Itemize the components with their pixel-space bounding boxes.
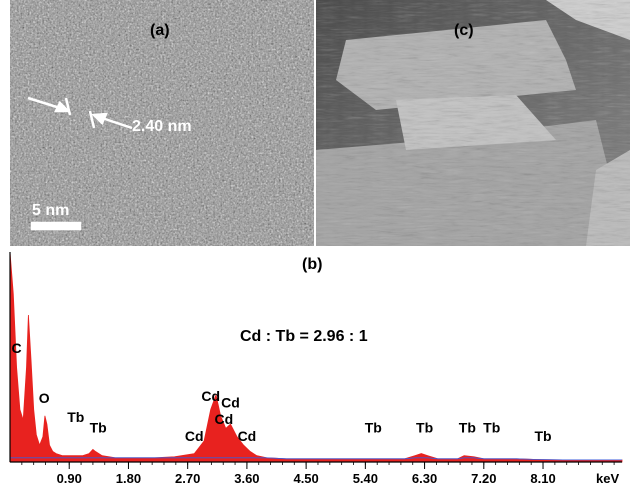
panel-c-label: (c) xyxy=(454,22,474,39)
panel-a-label: (a) xyxy=(150,22,170,39)
x-tick-label: 8.10 xyxy=(530,471,555,486)
x-tick-label: 2.70 xyxy=(175,471,200,486)
tem-image-panel: (a) 2.40 nm 5 nm xyxy=(10,0,314,246)
peak-label: O xyxy=(39,390,50,406)
measure-arrowhead-left xyxy=(53,100,72,113)
eds-spectrum-panel: 0.90 1.80 2.70 3.60 4.50 5.40 6.30 7.20 8.10 keV … xyxy=(0,246,630,496)
sem-crystal-image xyxy=(316,0,630,246)
peak-label: Tb xyxy=(534,428,551,444)
x-tick-label: 0.90 xyxy=(57,471,82,486)
x-tick-label: 4.50 xyxy=(293,471,318,486)
measure-arrow-left xyxy=(27,96,61,110)
x-axis-label: keV xyxy=(596,471,619,486)
x-tick-label: 1.80 xyxy=(116,471,141,486)
peak-label: Cd xyxy=(215,411,234,427)
x-tick-label: 6.30 xyxy=(412,471,437,486)
peak-label: Tb xyxy=(459,420,476,436)
eds-spectrum-chart: 0.90 1.80 2.70 3.60 4.50 5.40 6.30 7.20 8.10 keV … xyxy=(9,251,623,486)
peak-label: C xyxy=(12,340,22,356)
measure-tick-left xyxy=(64,97,72,116)
peak-label: Cd xyxy=(221,394,240,410)
x-tick-label: 3.60 xyxy=(234,471,259,486)
peak-label: Cd xyxy=(185,428,204,444)
peak-label: Tb xyxy=(365,420,382,436)
x-tick-label: 5.40 xyxy=(353,471,378,486)
measure-arrow-right xyxy=(101,116,133,130)
tem-lattice-image xyxy=(10,0,314,246)
scale-bar xyxy=(30,221,82,231)
x-tick-label: 7.20 xyxy=(471,471,496,486)
measure-arrowhead-right xyxy=(91,112,108,126)
peak-label: Tb xyxy=(483,420,500,436)
panel-b-label: (b) xyxy=(302,256,323,273)
peak-label: Cd xyxy=(238,428,257,444)
peak-label: Tb xyxy=(416,420,433,436)
background-trace xyxy=(10,457,622,461)
peak-label: Cd xyxy=(201,388,220,404)
measurement-label: 2.40 nm xyxy=(132,118,192,135)
measure-tick-right xyxy=(88,110,96,129)
sem-image-panel: (c) xyxy=(316,0,630,246)
peak-label: Tb xyxy=(90,420,107,436)
peak-label: Tb xyxy=(67,409,84,425)
scale-bar-label: 5 nm xyxy=(32,202,70,219)
composition-annotation: Cd : Tb = 2.96 : 1 xyxy=(240,328,368,345)
